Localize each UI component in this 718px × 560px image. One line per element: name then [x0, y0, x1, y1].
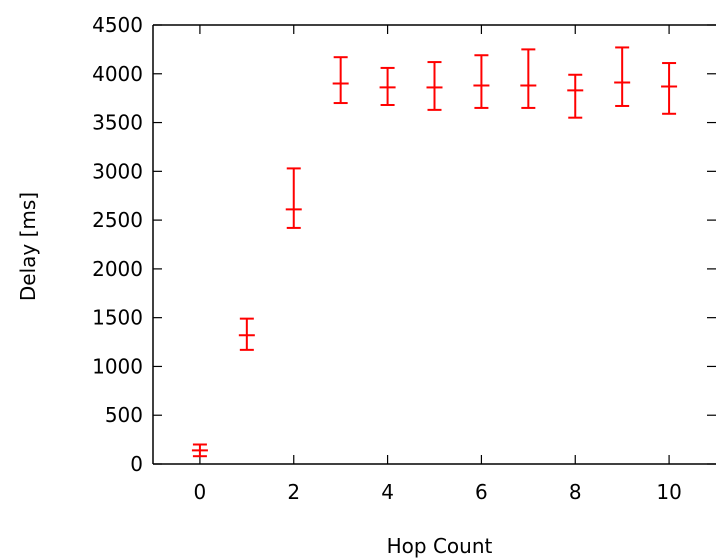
data-point: [379, 66, 396, 106]
y-tick-label: 1500: [92, 306, 143, 330]
y-axis-ticks: 0 500 1000 1500 2000 2500 3000 3500 4000 4500: [92, 13, 716, 476]
x-axis-ticks: 0 2 4 6 8 10: [194, 25, 682, 504]
data-point: [285, 167, 302, 229]
x-tick-label: 0: [194, 480, 207, 504]
y-tick-label: 3000: [92, 159, 143, 183]
y-tick-label: 0: [130, 452, 143, 476]
data-point: [332, 56, 349, 105]
data-point: [661, 62, 678, 115]
x-tick-label: 8: [569, 480, 582, 504]
delay-series: [191, 46, 678, 458]
data-point: [567, 73, 584, 119]
x-tick-label: 4: [381, 480, 394, 504]
y-tick-label: 500: [105, 403, 143, 427]
data-point: [191, 443, 208, 458]
data-point: [238, 317, 255, 351]
y-tick-label: 2500: [92, 208, 143, 232]
data-point: [614, 46, 631, 107]
y-tick-label: 4000: [92, 62, 143, 86]
data-point: [473, 54, 490, 109]
x-tick-label: 2: [287, 480, 300, 504]
x-tick-label: 6: [475, 480, 488, 504]
y-tick-label: 3500: [92, 111, 143, 135]
data-point: [520, 48, 537, 109]
y-tick-label: 2000: [92, 257, 143, 281]
x-axis-title: Hop Count: [387, 534, 493, 558]
x-tick-label: 10: [656, 480, 681, 504]
data-point: [426, 61, 443, 111]
y-axis-title: Delay [ms]: [16, 192, 40, 301]
plot-frame: [152, 24, 716, 465]
y-tick-label: 1000: [92, 354, 143, 378]
y-tick-label: 4500: [92, 13, 143, 37]
